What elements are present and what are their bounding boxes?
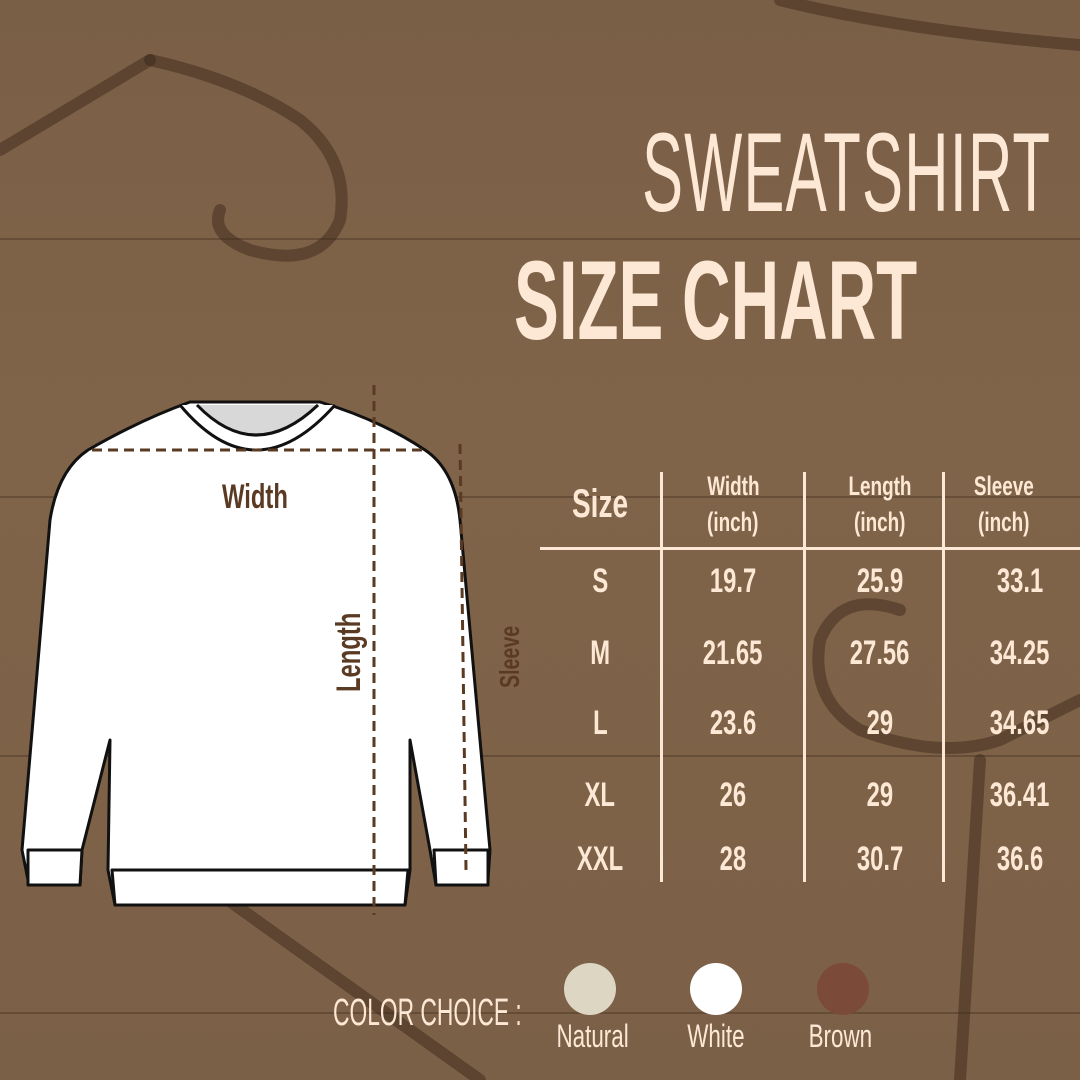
cell-text: 34.25 (990, 634, 1050, 672)
length-label: Length (330, 612, 368, 692)
cell-text: 21.65 (703, 634, 763, 672)
cell-text: 29 (866, 704, 894, 742)
swatch-white[interactable] (690, 963, 742, 1015)
cell-width: 26 (663, 776, 803, 815)
cell-size: M (530, 634, 670, 673)
cell-length: 29 (810, 704, 950, 743)
cell-text: S (592, 562, 608, 600)
swatch-label-natural: Natural (556, 1018, 630, 1054)
cell-sleeve: 33.1 (950, 562, 1080, 601)
cell-length: 27.56 (810, 634, 950, 673)
cell-sleeve: 36.6 (950, 840, 1080, 879)
cell-text: M (590, 634, 610, 672)
cell-text: XL (584, 776, 616, 814)
cell-size: S (530, 562, 670, 601)
title-size-chart: SIZE CHART (514, 238, 918, 363)
wood-plank-line (0, 1012, 1080, 1014)
cell-sleeve: 34.25 (950, 634, 1080, 673)
cell-sleeve: 34.65 (950, 704, 1080, 743)
cell-text: 34.65 (990, 704, 1050, 742)
cell-text: XXL (576, 840, 624, 878)
column-divider (660, 472, 663, 882)
cell-size: XL (530, 776, 670, 815)
cell-text: 23.6 (709, 704, 757, 742)
swatch-label-brown: Brown (808, 1018, 872, 1054)
wood-plank-line (0, 238, 1080, 240)
swatch-label-white: White (687, 1018, 745, 1054)
header-size: Size (571, 482, 629, 526)
swatch-natural[interactable] (564, 963, 616, 1015)
cell-length: 30.7 (810, 840, 950, 879)
cell-text: L (592, 704, 608, 742)
cell-text: 27.56 (850, 634, 910, 672)
cell-text: 30.7 (856, 840, 904, 878)
cell-width: 23.6 (663, 704, 803, 743)
cell-text: 36.6 (996, 840, 1044, 878)
cell-text: 19.7 (709, 562, 757, 600)
cell-text: 28 (719, 840, 747, 878)
cell-size: L (530, 704, 670, 743)
header-divider (540, 547, 1080, 550)
cell-text: 33.1 (996, 562, 1044, 600)
swatch-brown[interactable] (817, 963, 869, 1015)
wood-plank-line (0, 755, 1080, 757)
cell-sleeve: 36.41 (950, 776, 1080, 815)
title-sweatshirt: SWEATSHIRT (642, 110, 1052, 235)
cell-text: 36.41 (990, 776, 1050, 814)
header-length: Length (inch) (848, 471, 912, 537)
cell-width: 28 (663, 840, 803, 879)
cell-text: 25.9 (856, 562, 904, 600)
header-sleeve: Sleeve (inch) (974, 471, 1034, 537)
header-width: Width (inch) (706, 471, 760, 537)
sleeve-label: Sleeve (494, 625, 525, 688)
column-divider (942, 472, 945, 882)
cell-length: 25.9 (810, 562, 950, 601)
column-divider (803, 472, 806, 882)
wood-plank-line (0, 496, 1080, 498)
sweatshirt-illustration (20, 385, 492, 915)
cell-size: XXL (530, 840, 670, 879)
width-label: Width (222, 478, 288, 516)
cell-length: 29 (810, 776, 950, 815)
cell-text: 29 (866, 776, 894, 814)
cell-width: 21.65 (663, 634, 803, 673)
cell-text: 26 (719, 776, 747, 814)
color-choice-label: COLOR CHOICE : (333, 992, 522, 1034)
cell-width: 19.7 (663, 562, 803, 601)
